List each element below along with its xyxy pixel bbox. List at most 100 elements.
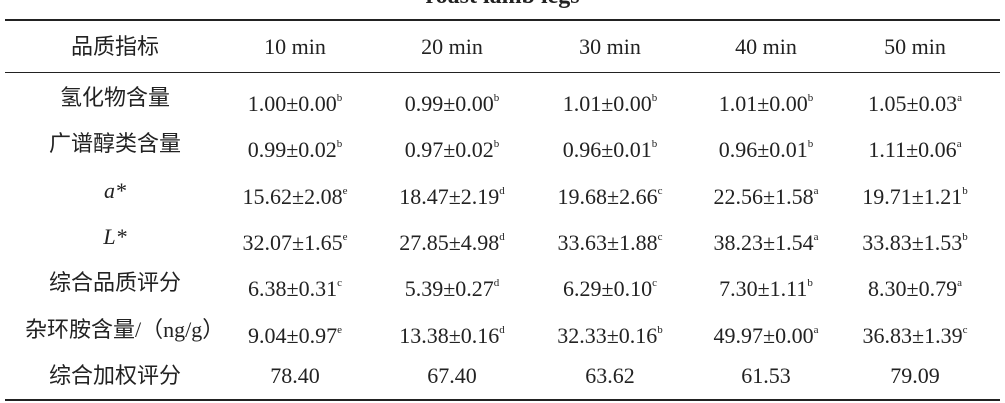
significance-letter: b [493,138,500,151]
significance-letter: c [657,230,663,243]
significance-letter: e [337,323,342,336]
significance-letter: b [807,92,814,104]
significance-letter: d [499,184,505,197]
significance-letter: d [493,277,500,290]
cell-value: 19.71±1.21 [862,183,963,209]
cell-value: 0.99±0.00 [404,91,494,116]
significance-letter: b [336,138,343,151]
cell-value: 18.47±2.19 [399,183,500,209]
cell-value: 27.85±4.98 [399,229,500,255]
column-header: 50 min [884,34,946,59]
cell-value: 49.97±0.00 [713,322,814,348]
cell-value: 32.33±0.16 [557,322,658,348]
significance-letter: b [657,323,663,336]
table-cell: 13.38±0.16d [362,307,542,359]
row-label: 杂环胺含量/（ng/g） [25,316,225,342]
table-cell: 38.23±1.54a [676,214,856,266]
table-cell: 33.83±1.53b [825,214,1005,266]
table-cell: 1.11±0.06a [825,121,1005,173]
table-cell: 0.97±0.02b [362,121,542,173]
cell-value: 15.62±2.08 [242,183,343,209]
table-cell: 1.00±0.00b [205,75,385,127]
cell-value: 33.63±1.88 [557,229,658,255]
table-cell: 0.96±0.01b [676,121,856,173]
table-cell: 7.30±1.11b [676,260,856,312]
cell-value: 1.01±0.00 [562,91,652,116]
cell-value: 19.68±2.66 [557,183,658,209]
cell-value: 36.83±1.39 [862,322,963,348]
table-cell: 32.33±0.16b [520,307,700,359]
table-cell: 19.68±2.66c [520,168,700,220]
cell-value: 33.83±1.53 [862,229,963,255]
table-cell: 0.99±0.02b [205,121,385,173]
top-rule [5,19,1000,21]
significance-letter: a [956,138,962,151]
cell-value: 32.07±1.65 [242,229,343,255]
cell-value: 0.99±0.02 [247,137,337,163]
cell-value: 9.04±0.97 [248,322,338,348]
column-header: 20 min [421,34,483,59]
cell-value: 5.39±0.27 [404,276,494,302]
header-rule [5,72,1000,73]
significance-letter: e [342,184,348,197]
cell-value: 8.30±0.79 [868,276,958,302]
table-cell: 18.47±2.19d [362,168,542,220]
table-cell: 63.62 [585,362,635,388]
significance-letter: b [807,138,814,151]
column-header: 40 min [735,34,797,59]
cell-value: 13.38±0.16 [399,322,500,348]
cell-value: 0.97±0.02 [404,137,494,163]
significance-letter: b [493,92,500,104]
significance-letter: b [336,92,343,104]
table-cell: 27.85±4.98d [362,214,542,266]
significance-letter: d [499,323,505,336]
table-cell: 22.56±1.58a [676,168,856,220]
significance-letter: a [957,92,962,104]
cell-value: 6.29±0.10 [563,276,653,302]
column-header: 30 min [579,34,641,59]
table-cell: 0.99±0.00b [362,75,542,127]
significance-letter: a [813,323,819,336]
significance-letter: c [962,323,968,336]
cell-value: 22.56±1.58 [713,183,814,209]
table-cell: 61.53 [741,362,791,388]
row-label: 综合加权评分 [48,362,181,388]
significance-letter: b [807,277,813,290]
cell-value: 6.38±0.31 [248,276,338,302]
cell-value: 0.96±0.01 [718,137,808,163]
significance-letter: c [657,184,663,197]
bottom-rule [5,399,1000,401]
row-label: a* [104,177,126,203]
column-header: 10 min [264,34,326,59]
row-label: 氢化物含量 [59,85,170,110]
significance-letter: a [813,184,819,197]
significance-letter: e [342,230,348,243]
table-cell: 32.07±1.65e [205,214,385,266]
table-cell: 33.63±1.88c [520,214,700,266]
table-cell: 67.40 [427,362,477,388]
table-cell: 9.04±0.97e [205,307,385,359]
table-cell: 1.01±0.00b [520,75,700,127]
table-cell: 19.71±1.21b [825,168,1005,220]
column-header: 品质指标 [70,34,159,59]
row-label: 广谱醇类含量 [48,131,181,157]
cell-value: 38.23±1.54 [713,229,814,255]
table-cell: 1.05±0.03a [825,75,1005,127]
table-cell: 36.83±1.39c [825,307,1005,359]
significance-letter: d [499,230,505,243]
row-label: L* [103,223,127,249]
table-cell: 49.97±0.00a [676,307,856,359]
significance-letter: a [957,277,962,290]
table-cell: 6.38±0.31c [205,260,385,312]
cell-value: 1.00±0.00 [247,91,337,116]
cell-value: 1.01±0.00 [718,91,808,116]
cell-value: 1.11±0.06 [868,137,957,163]
table-cell: 78.40 [270,362,320,388]
significance-letter: b [651,138,658,151]
cell-value: 7.30±1.11 [719,276,808,302]
table-cell: 79.09 [890,362,940,388]
significance-letter: b [651,92,658,104]
significance-letter: c [337,277,342,290]
table-cell: 8.30±0.79a [825,260,1005,312]
